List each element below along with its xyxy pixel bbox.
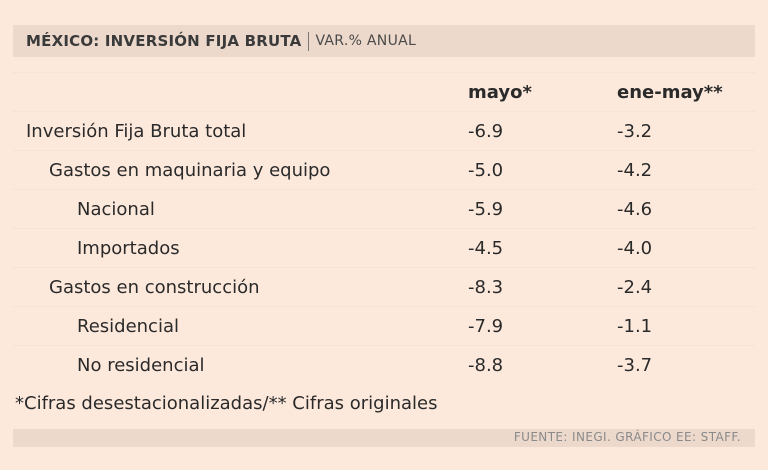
cell-ene-may: -4.0 (617, 237, 653, 259)
table-row: Inversión Fija Bruta total -6.9 -3.2 (13, 111, 755, 150)
cell-mayo: -8.3 (468, 276, 504, 298)
table-row: Gastos en maquinaria y equipo -5.0 -4.2 (13, 150, 755, 189)
row-label: Gastos en maquinaria y equipo (49, 159, 331, 181)
cell-ene-may: -1.1 (617, 315, 653, 337)
cell-mayo: -8.8 (468, 354, 504, 376)
row-label: Gastos en construcción (49, 276, 260, 298)
cell-mayo: -5.9 (468, 198, 504, 220)
cell-mayo: -7.9 (468, 315, 504, 337)
cell-ene-may: -3.7 (617, 354, 653, 376)
column-header-ene-may: ene-may** (617, 81, 723, 103)
footnote: *Cifras desestacionalizadas/** Cifras or… (15, 393, 438, 414)
cell-mayo: -6.9 (468, 120, 504, 142)
title-separator (308, 31, 310, 51)
cell-ene-may: -4.6 (617, 198, 653, 220)
row-label: Residencial (77, 315, 179, 337)
table-row: Residencial -7.9 -1.1 (13, 306, 755, 345)
title-bar: MÉXICO: INVERSIÓN FIJA BRUTA VAR.% ANUAL (13, 25, 755, 57)
table-row: Nacional -5.9 -4.6 (13, 189, 755, 228)
cell-ene-may: -3.2 (617, 120, 653, 142)
data-table: mayo* ene-may** Inversión Fija Bruta tot… (13, 72, 755, 384)
table-title: MÉXICO: INVERSIÓN FIJA BRUTA (26, 32, 302, 50)
footer-bar: FUENTE: INEGI. GRÁFICO EE: STAFF. (13, 429, 755, 447)
table-row: Gastos en construcción -8.3 -2.4 (13, 267, 755, 306)
cell-ene-may: -2.4 (617, 276, 653, 298)
row-label: Nacional (77, 198, 155, 220)
row-label: No residencial (77, 354, 205, 376)
table-row: No residencial -8.8 -3.7 (13, 345, 755, 384)
cell-mayo: -5.0 (468, 159, 504, 181)
cell-mayo: -4.5 (468, 237, 504, 259)
table-row: Importados -4.5 -4.0 (13, 228, 755, 267)
table-header-row: mayo* ene-may** (13, 72, 755, 111)
source-credit: FUENTE: INEGI. GRÁFICO EE: STAFF. (513, 430, 741, 444)
table-subtitle: VAR.% ANUAL (315, 33, 417, 49)
cell-ene-may: -4.2 (617, 159, 653, 181)
column-header-mayo: mayo* (468, 81, 532, 103)
row-label: Inversión Fija Bruta total (26, 120, 247, 142)
row-label: Importados (77, 237, 180, 259)
